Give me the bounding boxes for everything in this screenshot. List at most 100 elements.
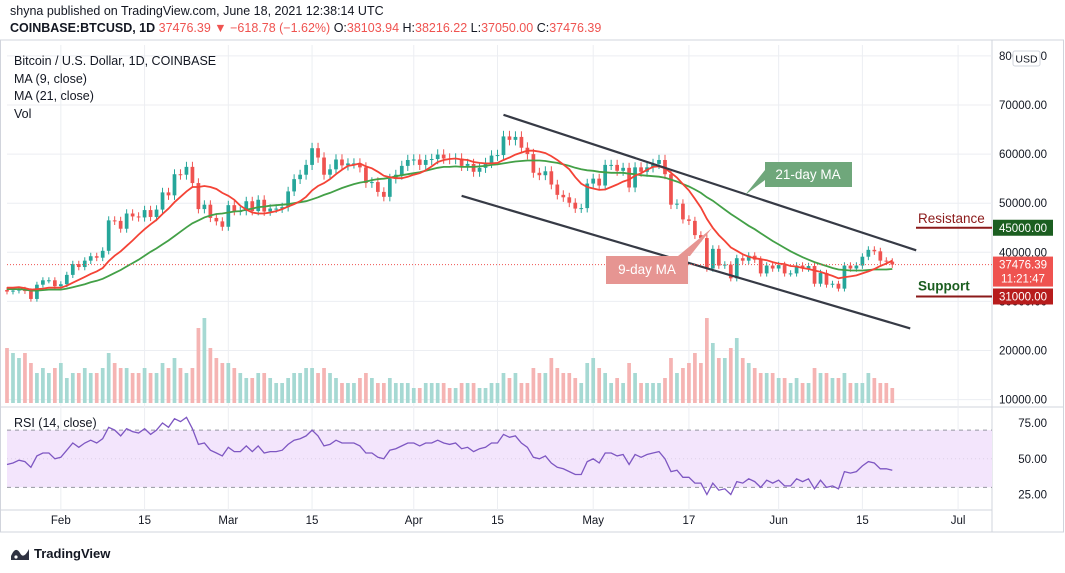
volume-bar [842, 373, 847, 403]
candle-body [818, 272, 823, 284]
volume-bar [11, 353, 15, 403]
candle-body [376, 182, 380, 192]
candle-body [764, 265, 769, 274]
symbol: COINBASE:BTCUSD, 1D [10, 21, 156, 35]
candle-body [878, 251, 883, 261]
candle-body [495, 155, 500, 157]
volume-bar [447, 388, 452, 403]
low-label: L: [470, 21, 482, 35]
volume-bar [70, 373, 75, 403]
y-tick-label: 60000.00 [999, 149, 1047, 161]
volume-bar [483, 388, 488, 403]
rsi-tick-label: 50.00 [1018, 454, 1047, 466]
volume-bar [878, 383, 883, 403]
volume-bar [579, 383, 584, 403]
chart-legend: Bitcoin / U.S. Dollar, 1D, COINBASE MA (… [14, 53, 216, 123]
x-tick-label: 15 [856, 515, 869, 527]
candle-body [417, 159, 422, 165]
candle-body [29, 291, 33, 299]
candle-body [561, 194, 566, 198]
legend-title: Bitcoin / U.S. Dollar, 1D, COINBASE [14, 54, 217, 68]
tradingview-logo-icon [11, 549, 29, 560]
candle-body [106, 220, 111, 251]
candle-body [118, 220, 123, 229]
candle-body [537, 172, 542, 176]
volume-bar [525, 383, 530, 403]
candle-body [196, 183, 201, 210]
x-tick-label: Mar [218, 515, 238, 527]
candle-body [471, 163, 476, 172]
y-tick-label: 20000.00 [999, 346, 1047, 358]
high-label: H: [402, 21, 416, 35]
ma21-line [7, 159, 893, 292]
candle-body [621, 167, 625, 171]
volume-bar [286, 378, 290, 403]
candle-body [501, 136, 506, 156]
volume-bar [352, 383, 356, 403]
x-tick-label: 15 [306, 515, 319, 527]
support-label: Support [918, 278, 970, 293]
volume-bar [669, 358, 673, 403]
ma9-line [7, 149, 893, 291]
candle-body [890, 261, 895, 265]
volume-bar [220, 363, 225, 403]
legend-ma9: MA (9, close) [14, 71, 87, 86]
candle-body [52, 280, 57, 287]
candle-body [824, 272, 829, 285]
volume-bar [190, 368, 195, 403]
candle-body [675, 203, 679, 205]
volume-bar [411, 388, 416, 403]
open-value: 38103.94 [346, 21, 400, 35]
price-change: −618.78 (−1.62%) [230, 21, 331, 35]
candle-body [136, 216, 141, 218]
last-price: 37476.39 [158, 21, 211, 35]
high-value: 38216.22 [415, 21, 468, 35]
candle-body [710, 248, 715, 269]
volume-bar [800, 383, 805, 403]
volume-bar [238, 373, 243, 403]
volume-bar [776, 378, 781, 403]
volume-bar [35, 373, 39, 403]
quote-line: COINBASE:BTCUSD, 1D 37476.39 ▼ −618.78 (… [10, 21, 601, 35]
volume-bar [23, 353, 27, 403]
volume-bar [130, 373, 135, 403]
candle-body [716, 248, 721, 266]
candle-body [226, 205, 231, 227]
volume-bar [118, 368, 123, 403]
volume-bar [657, 383, 661, 403]
volume-bar [627, 363, 631, 403]
candle-body [776, 265, 781, 269]
volume-bar [794, 378, 799, 403]
volume-bar [866, 373, 871, 403]
volume-bar [172, 358, 177, 403]
volume-bar [507, 378, 512, 403]
candle-body [184, 166, 189, 175]
candle-body [585, 183, 590, 209]
x-tick-label: Feb [51, 515, 71, 527]
volume-bar [184, 373, 189, 403]
volume-bar [734, 338, 739, 403]
candle-body [322, 157, 326, 175]
candle-body [286, 191, 290, 208]
candle-body [58, 284, 63, 287]
candle-body [507, 136, 512, 140]
candle-body [633, 167, 637, 188]
volume-bar [47, 373, 51, 403]
volume-bar [280, 383, 285, 403]
volume-bar [423, 383, 428, 403]
volume-bar [399, 383, 404, 403]
current-price-text: 37476.39 [999, 260, 1047, 272]
tradingview-brand[interactable]: TradingView [10, 545, 110, 561]
volume-bar [603, 373, 608, 403]
volume-bar [274, 383, 279, 403]
volume-bar [29, 363, 33, 403]
candle-body [477, 167, 482, 172]
candle-body [854, 265, 859, 269]
candle-body [603, 164, 608, 186]
y-tick-label: 10000.00 [999, 395, 1047, 407]
candle-body [232, 205, 237, 212]
volume-bar [854, 383, 859, 403]
volume-bar [41, 368, 45, 403]
volume-bar [770, 373, 775, 403]
